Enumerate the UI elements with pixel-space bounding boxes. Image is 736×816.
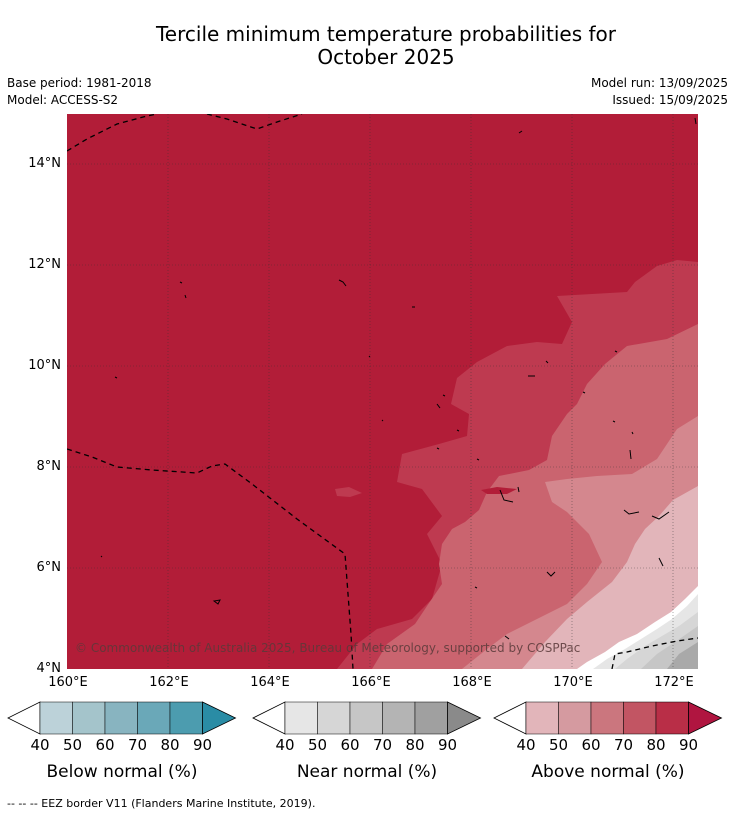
lon-tick-label: 162°E [149,675,189,690]
colorbar-tick-label: 60 [340,736,360,754]
lon-tick-label: 168°E [452,675,492,690]
probability-map [66,113,699,670]
above-normal-colorbar [493,701,723,735]
colorbar-swatch [284,701,318,735]
colorbar-high-extend [447,701,482,735]
colorbar-tick-label: 80 [646,736,666,754]
lon-tick-label: 172°E [654,675,694,690]
colorbar-swatch [72,701,106,735]
colorbar-swatch [349,701,383,735]
colorbar-tick-label: 70 [372,736,393,754]
issued-date: Issued: 15/09/2025 [612,93,728,107]
model-name: Model: ACCESS-S2 [7,93,119,107]
colorbar-swatch [558,701,592,735]
patch-region-2 [481,487,517,494]
lat-tick-label: 6°N [36,560,62,575]
colorbar-swatch [590,701,624,735]
map-title-line2: October 2025 [317,45,455,69]
near-normal-colorbar [252,701,482,735]
colorbar-low-extend [7,701,41,735]
lat-tick-label: 8°N [36,459,62,474]
colorbar-tick-label: 60 [581,736,601,754]
colorbar-tick-label: 40 [30,736,50,754]
lon-tick-label: 166°E [351,675,391,690]
colorbar-swatch [137,701,171,735]
colorbar-tick-label: 80 [405,736,425,754]
above-normal-title: Above normal (%) [531,762,685,782]
colorbar-tick-label: 90 [437,736,458,754]
islands [100,117,697,640]
lat-tick-label: 4°N [36,661,62,676]
colorbar-tick-label: 50 [307,736,328,754]
colorbar-swatch [104,701,138,735]
graticule [67,114,698,669]
colorbar-low-extend [252,701,286,735]
model-run: Model run: 13/09/2025 [590,76,728,90]
eez-footnote: -- -- -- EEZ border V11 (Flanders Marine… [7,797,316,810]
below-normal-colorbar [7,701,237,735]
base-period: Base period: 1981-2018 [7,76,152,90]
colorbar-high-extend [202,701,237,735]
colorbar-high-extend [688,701,723,735]
lat-tick-label: 12°N [28,257,61,272]
map-title-line1: Tercile minimum temperature probabilitie… [155,22,617,46]
patch-region [335,487,362,497]
colorbar-tick-label: 80 [160,736,180,754]
colorbar-tick-label: 90 [192,736,213,754]
colorbar-tick-label: 40 [275,736,295,754]
colorbar-swatch [525,701,559,735]
near-70-region [667,642,698,669]
colorbar-low-extend [493,701,527,735]
below-normal-title: Below normal (%) [46,762,198,782]
lon-tick-label: 164°E [250,675,290,690]
colorbar-swatch [317,701,351,735]
colorbar-tick-label: 40 [516,736,536,754]
colorbar-tick-label: 60 [95,736,115,754]
colorbar-swatch [414,701,448,735]
colorbar-tick-label: 50 [62,736,83,754]
lon-tick-label: 160°E [48,675,88,690]
near-normal-title: Near normal (%) [296,762,438,782]
eez-border [66,113,699,670]
colorbar-tick-label: 70 [613,736,634,754]
colorbar-swatch [39,701,73,735]
lat-tick-label: 10°N [28,358,61,373]
colorbar-swatch [169,701,203,735]
colorbar-swatch [623,701,657,735]
copyright-watermark: © Commonwealth of Australia 2025, Bureau… [75,641,581,655]
colorbar-tick-label: 90 [678,736,699,754]
colorbar-swatch [382,701,416,735]
colorbar-tick-label: 70 [127,736,148,754]
map-canvas [66,113,699,670]
lon-tick-label: 170°E [553,675,593,690]
lat-tick-label: 14°N [28,156,61,171]
colorbar-swatch [655,701,689,735]
colorbar-tick-label: 50 [548,736,569,754]
